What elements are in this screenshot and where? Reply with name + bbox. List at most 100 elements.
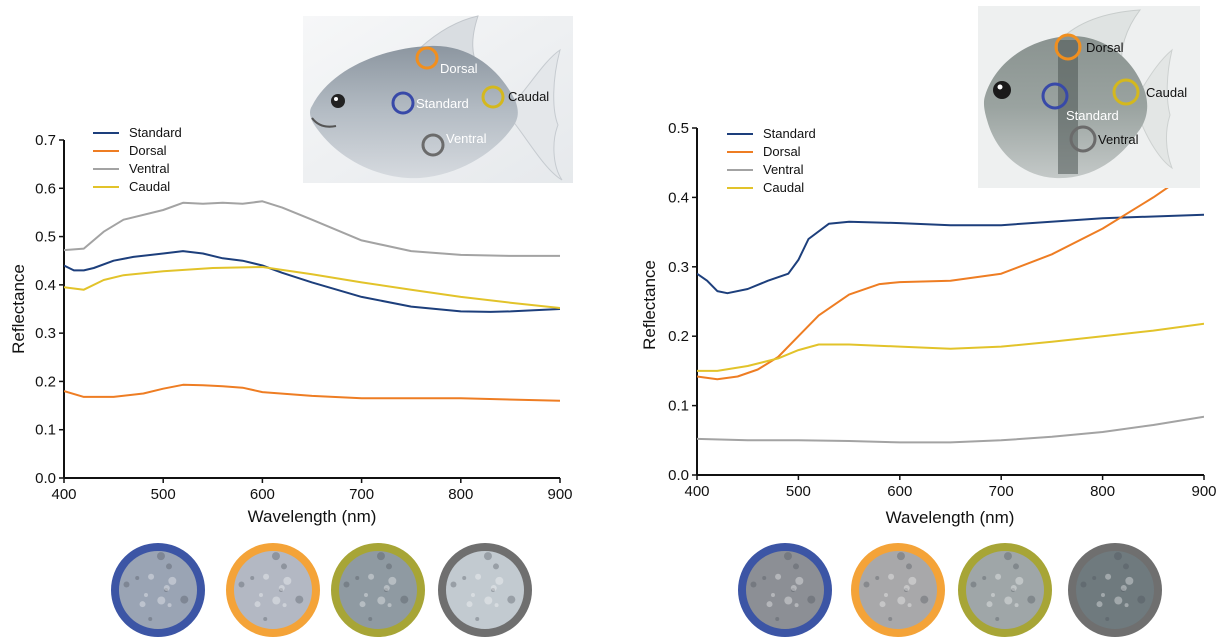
swatch-texture — [495, 576, 504, 585]
swatch-texture — [1092, 576, 1097, 580]
dorsal-ring — [1054, 33, 1082, 61]
swatch-texture — [368, 616, 373, 621]
swatch-texture — [1113, 552, 1122, 561]
tail-fin — [1139, 48, 1174, 170]
y-tick-label: 0.0 — [668, 467, 689, 484]
swatch-texture — [905, 563, 912, 570]
swatch-texture — [750, 581, 757, 588]
y-ticks: 0.0 0.1 0.2 0.3 0.4 0.5 0.6 0.7 — [35, 132, 64, 487]
fish-label-ventral: Ventral — [1098, 132, 1139, 147]
swatch-texture — [883, 592, 888, 597]
swatch-texture — [156, 552, 165, 561]
swatch-texture — [791, 588, 795, 592]
tail-fin — [511, 48, 563, 181]
x-tick-label: 900 — [547, 486, 572, 503]
swatch-texture — [343, 581, 350, 588]
swatch-texture — [376, 552, 385, 561]
x-tick-label: 500 — [151, 486, 176, 503]
swatch-texture — [258, 592, 263, 597]
x-ticks: 400 500 600 700 800 900 — [51, 478, 573, 503]
swatch-texture — [283, 576, 292, 585]
swatch-right-standard — [738, 543, 832, 637]
swatch-texture — [359, 601, 366, 608]
swatch-texture — [770, 592, 775, 597]
y-tick-label: 0.1 — [35, 422, 56, 439]
series-line-ventral — [64, 200, 560, 257]
swatch-texture — [272, 596, 281, 605]
swatch-texture — [784, 596, 793, 605]
fish-label-dorsal: Dorsal — [1086, 40, 1124, 55]
swatch-texture — [387, 603, 392, 608]
fish-photo-left: Dorsal Standard Caudal Ventral — [303, 15, 573, 183]
x-tick-label: 400 — [684, 483, 709, 500]
swatch-texture — [1137, 595, 1146, 604]
series-line-standard — [697, 213, 1204, 295]
legend-label-standard: Standard — [763, 126, 816, 141]
swatch-texture — [271, 552, 280, 561]
swatch-texture — [990, 592, 995, 597]
swatch-texture — [1105, 573, 1112, 580]
dorsal-ring — [415, 46, 439, 70]
legend-label-caudal: Caudal — [763, 180, 804, 195]
swatch-texture — [250, 576, 255, 580]
swatch-texture — [783, 552, 792, 561]
y-tick-label: 0.4 — [668, 189, 689, 206]
series-line-caudal — [697, 322, 1204, 372]
x-tick-label: 800 — [448, 486, 473, 503]
swatch-texture — [903, 585, 910, 592]
y-tick-label: 0.6 — [35, 180, 56, 197]
swatch-texture — [484, 596, 493, 605]
x-tick-label: 700 — [349, 486, 374, 503]
y-tick-label: 0.1 — [668, 398, 689, 415]
x-tick-label: 600 — [887, 483, 912, 500]
chart-right: 0.0 0.1 0.2 0.3 0.4 0.5 400 500 600 700 800 900 Re… — [640, 120, 1217, 527]
swatch-texture — [163, 585, 170, 592]
y-tick-label: 0.5 — [668, 120, 689, 137]
swatch-texture — [1010, 585, 1017, 592]
swatch-texture — [1121, 588, 1125, 592]
legend-label-ventral: Ventral — [129, 161, 170, 176]
swatch-texture — [238, 581, 245, 588]
swatch-texture — [377, 596, 386, 605]
swatch-texture — [388, 576, 397, 585]
swatch-texture — [494, 603, 499, 608]
ventral-ring — [1069, 125, 1097, 153]
swatch-texture — [148, 573, 155, 580]
dorsal-fin — [1059, 9, 1142, 66]
legend-label-caudal: Caudal — [129, 179, 170, 194]
fish-eye — [331, 94, 345, 108]
series-line-ventral — [697, 415, 1204, 444]
swatch-right-caudal — [958, 543, 1052, 637]
swatch-texture — [143, 592, 148, 597]
legend-label-standard: Standard — [129, 125, 182, 140]
swatch-left-standard — [111, 543, 205, 637]
swatch-texture — [383, 585, 390, 592]
swatch-texture — [1003, 552, 1012, 561]
y-tick-label: 0.2 — [668, 328, 689, 345]
series-lines — [697, 175, 1204, 444]
swatch-texture — [896, 552, 905, 561]
swatch-left-ventral — [438, 543, 532, 637]
y-axis-label: Reflectance — [9, 264, 28, 354]
caudal-ring — [1112, 78, 1140, 106]
swatch-texture — [1120, 585, 1127, 592]
y-tick-label: 0.0 — [35, 470, 56, 487]
swatch-texture — [466, 601, 473, 608]
swatch-texture — [907, 603, 912, 608]
fish-photo-right: Dorsal Standard Caudal Ventral — [978, 6, 1200, 188]
swatch-right-ventral — [1068, 543, 1162, 637]
swatch-texture — [165, 563, 172, 570]
swatch-texture — [794, 603, 799, 608]
x-tick-label: 700 — [989, 483, 1014, 500]
swatch-texture — [263, 616, 268, 621]
swatch-right-dorsal — [851, 543, 945, 637]
swatch-texture — [1080, 581, 1087, 588]
swatch-texture — [450, 581, 457, 588]
swatch-texture — [920, 595, 929, 604]
swatch-texture — [1122, 563, 1129, 570]
series-line-caudal — [64, 266, 560, 309]
swatch-texture — [995, 573, 1002, 580]
x-axis-label: Wavelength (nm) — [886, 508, 1015, 527]
swatch-texture — [139, 601, 146, 608]
swatch-texture — [123, 581, 130, 588]
